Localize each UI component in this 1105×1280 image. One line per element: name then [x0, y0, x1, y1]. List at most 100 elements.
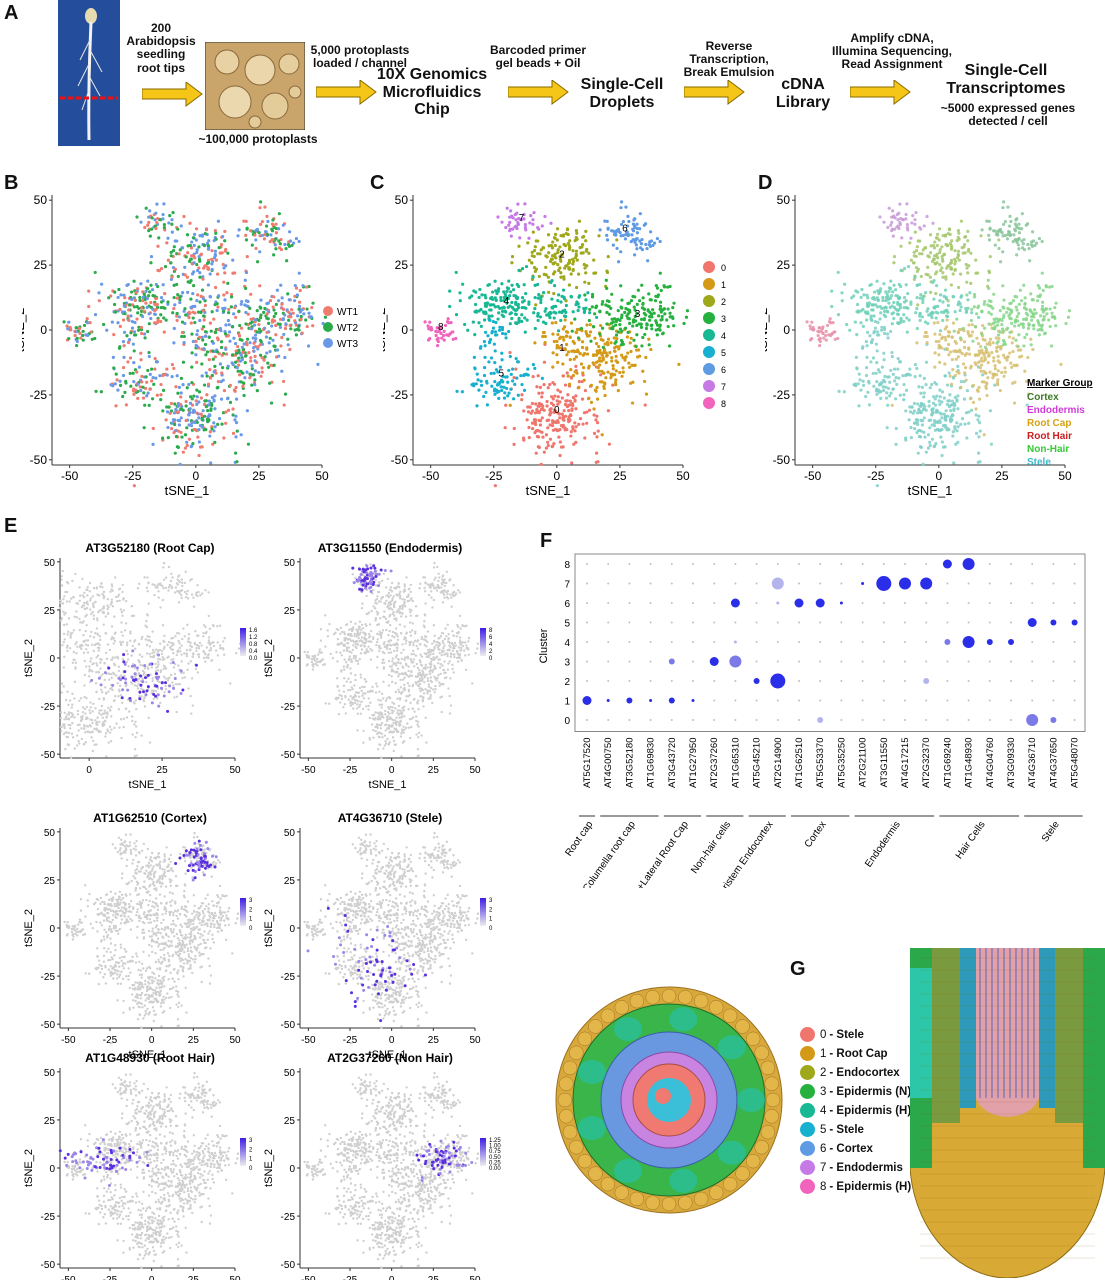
- cell-point: [580, 397, 585, 401]
- cell-point: [244, 233, 248, 237]
- cell-point: [82, 323, 87, 328]
- cell-point: [935, 284, 939, 288]
- cell-point: [597, 369, 601, 373]
- legend-label: 7: [721, 382, 726, 392]
- cell-point: [874, 371, 878, 375]
- cell-point: [184, 399, 188, 404]
- cell-point: [620, 306, 624, 310]
- cell-point: [859, 321, 863, 325]
- cell-point: [138, 385, 142, 389]
- cell-point: [863, 310, 868, 314]
- cell-point: [647, 242, 652, 247]
- cell-point: [95, 656, 98, 659]
- cell-point: [1011, 299, 1016, 303]
- cell-point: [181, 584, 184, 588]
- cell-point: [172, 643, 175, 646]
- cell-point: [824, 329, 828, 333]
- cell-point: [556, 329, 561, 333]
- cell-point: [607, 442, 612, 446]
- cell-point: [61, 602, 65, 605]
- cell-point: [999, 345, 1003, 349]
- legend-label: 8: [721, 399, 726, 409]
- cell-point: [946, 414, 950, 418]
- cell-point: [556, 395, 560, 399]
- cell-point: [64, 698, 68, 702]
- cell-point: [564, 334, 568, 338]
- cell-point: [950, 239, 954, 243]
- cell-point: [259, 306, 263, 310]
- cell-point: [497, 311, 501, 315]
- cell-point: [142, 309, 146, 313]
- cell-point: [289, 327, 293, 331]
- cell-point: [492, 371, 496, 375]
- cell-point: [187, 687, 190, 690]
- cell-point: [567, 243, 571, 248]
- cell-point: [180, 435, 184, 439]
- cell-point: [969, 251, 973, 255]
- cell-point: [141, 385, 145, 389]
- cell-point: [891, 290, 895, 294]
- cell-point: [573, 421, 577, 425]
- cell-point: [569, 272, 573, 276]
- cell-point: [580, 340, 585, 344]
- cell-point: [930, 423, 934, 427]
- cell-point: [172, 245, 176, 249]
- cell-point: [1037, 323, 1041, 327]
- cell-point: [197, 266, 201, 270]
- cell-point: [908, 373, 912, 377]
- cell-point: [243, 278, 247, 282]
- cell-point: [436, 326, 440, 330]
- cell-point: [818, 336, 822, 340]
- cell-point: [94, 681, 98, 685]
- cell-point: [577, 219, 581, 223]
- cell-point: [280, 296, 284, 300]
- cell-point: [960, 417, 965, 421]
- cell-point: [605, 340, 610, 345]
- cluster-label: 0: [554, 405, 560, 416]
- cell-point: [108, 731, 112, 734]
- cell-point: [147, 229, 151, 233]
- cell-point: [582, 378, 586, 382]
- cell-point: [489, 303, 493, 307]
- cell-point: [918, 252, 922, 256]
- cell-point: [178, 248, 182, 252]
- cell-point: [133, 754, 136, 758]
- cell-point: [507, 391, 511, 395]
- cell-point: [505, 301, 509, 305]
- cell-point: [517, 268, 521, 272]
- cell-point: [551, 397, 555, 401]
- cell-point: [887, 206, 891, 210]
- cell-point: [531, 427, 535, 431]
- cell-point: [1006, 205, 1010, 209]
- cell-point: [98, 609, 101, 612]
- cell-point: [164, 687, 168, 691]
- cell-point: [537, 391, 541, 395]
- cell-point: [556, 248, 560, 252]
- cell-point: [504, 336, 508, 340]
- cell-point: [938, 388, 942, 392]
- cell-point: [74, 343, 79, 348]
- cell-point: [923, 435, 927, 439]
- cell-point: [150, 692, 153, 695]
- cell-point: [93, 313, 98, 317]
- cell-point: [74, 661, 78, 664]
- cell-point: [513, 382, 517, 386]
- cell-point: [621, 220, 625, 224]
- cell-point: [73, 697, 76, 700]
- cell-point: [596, 429, 600, 433]
- cell-point: [867, 379, 871, 383]
- cell-point: [195, 360, 199, 364]
- cell-point: [956, 285, 961, 290]
- cell-point: [118, 345, 122, 349]
- cell-point: [101, 716, 105, 719]
- cell-point: [532, 418, 537, 422]
- x-tick-label: 25: [995, 469, 1009, 483]
- cell-point: [97, 730, 100, 734]
- cell-point: [549, 221, 553, 225]
- cell-point: [647, 337, 651, 341]
- cell-point: [563, 243, 567, 247]
- cell-point: [871, 371, 875, 376]
- cell-point: [68, 647, 72, 650]
- cell-point: [265, 214, 269, 219]
- cell-point: [113, 290, 117, 294]
